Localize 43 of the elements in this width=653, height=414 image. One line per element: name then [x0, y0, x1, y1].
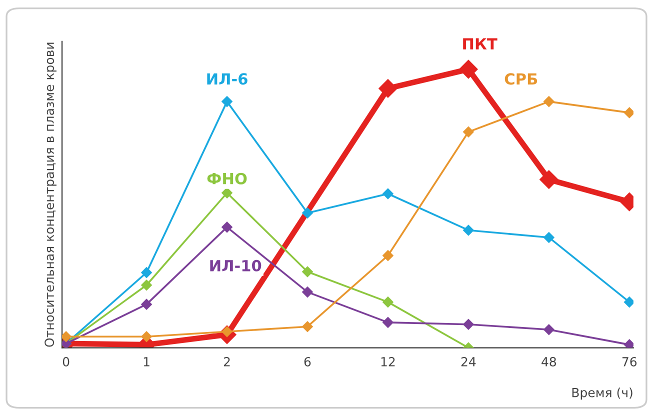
point [624, 107, 634, 118]
point [62, 331, 72, 342]
point [378, 79, 398, 98]
point [540, 170, 558, 189]
x-tick-label: 0 [62, 357, 70, 366]
point [543, 96, 554, 107]
y-axis-title: Относительная концентрация в плазме крови [44, 42, 56, 347]
point [302, 266, 313, 278]
point [222, 222, 232, 233]
point [141, 331, 152, 342]
series-label: СРБ [504, 73, 538, 85]
point [459, 60, 478, 79]
point [624, 296, 634, 308]
point [543, 324, 554, 336]
point [543, 232, 554, 243]
point [141, 267, 152, 278]
x-tick-label: 24 [461, 357, 476, 366]
point [141, 298, 152, 310]
point [463, 126, 474, 138]
point [302, 208, 313, 218]
x-tick-label: 2 [224, 357, 230, 366]
x-tick-label: 48 [542, 357, 556, 366]
point [222, 187, 232, 198]
point [141, 280, 152, 291]
point [382, 316, 394, 328]
point [463, 318, 474, 330]
point [463, 224, 474, 236]
x-tick-label: 12 [381, 357, 395, 366]
series-label: ПКТ [463, 38, 498, 50]
point [382, 296, 394, 308]
x-tick-label: 76 [622, 357, 637, 366]
x-tick-label: 6 [304, 357, 311, 366]
series-label: ИЛ-10 [210, 260, 262, 272]
series-label: ФНО [207, 172, 247, 184]
x-axis-title: Время (ч) [572, 388, 632, 400]
point [382, 188, 394, 200]
point [222, 96, 232, 107]
x-tick-label: 1 [144, 357, 150, 366]
point [382, 250, 394, 262]
point [624, 339, 634, 348]
series-label: ИЛ-6 [207, 73, 248, 85]
point [302, 286, 313, 298]
point [302, 321, 313, 332]
